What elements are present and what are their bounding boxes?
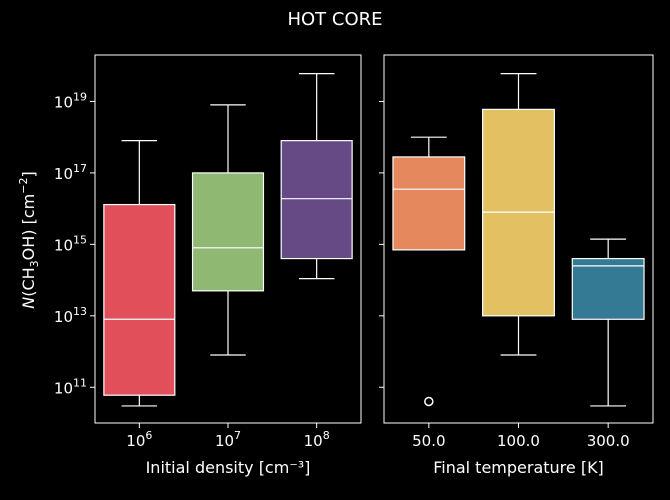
box-0-2 — [280, 140, 353, 260]
y-tick-label-base-3: 10 — [54, 165, 73, 183]
x-tick-label-base-0-2: 10 — [304, 432, 323, 450]
x-tick-label-exp-0-2: 8 — [323, 429, 330, 442]
x-tick-label-base-0-0: 10 — [126, 432, 145, 450]
x-tick-label-base-0-1: 10 — [215, 432, 234, 450]
y-axis-label-body: (CH — [19, 267, 38, 296]
y-axis-label: N(CH3OH) [cm−2] — [17, 171, 41, 308]
panel-final-temperature: 50.0 100.0 300.0 Final temperature [K] — [379, 54, 654, 477]
y-axis-label-end: ] — [19, 171, 38, 177]
y-tick-label-exp-1: 13 — [73, 305, 87, 318]
x-tick-label-exp-0-0: 6 — [145, 429, 152, 442]
x-tick-label-1-0: 50.0 — [412, 432, 445, 450]
x-tick-label-1-2: 300.0 — [587, 432, 630, 450]
box-1-0 — [392, 156, 466, 251]
x-tick-label-exp-0-1: 7 — [234, 429, 241, 442]
x-tick-label-0-1: 107 — [215, 429, 241, 450]
x-axis-label-0: Initial density [cm⁻³] — [146, 458, 311, 477]
x-axis-label-1: Final temperature [K] — [433, 458, 604, 477]
y-tick-label-exp-3: 17 — [73, 162, 87, 175]
x-tick-label-1-1: 100.0 — [497, 432, 540, 450]
y-tick-label-3: 1017 — [54, 162, 87, 183]
y-axis-label-mid: OH) [cm — [19, 194, 38, 261]
box-0-1 — [191, 172, 265, 292]
y-tick-label-base-4: 10 — [54, 93, 73, 111]
y-tick-label-base-0: 10 — [54, 379, 73, 397]
y-tick-label-4: 1019 — [54, 90, 87, 111]
y-tick-label-1: 1013 — [54, 305, 87, 326]
y-tick-label-exp-0: 11 — [73, 376, 87, 389]
y-axis-label-prefix: N — [19, 297, 38, 309]
y-tick-label-exp-2: 15 — [73, 233, 87, 246]
chart-title: HOT CORE — [287, 9, 382, 30]
y-tick-label-2: 1015 — [54, 233, 87, 254]
y-tick-label-exp-4: 19 — [73, 90, 87, 103]
y-axis-label-sup: −2 — [17, 178, 30, 194]
y-tick-label-base-2: 10 — [54, 236, 73, 254]
x-tick-label-0-2: 108 — [304, 429, 330, 450]
y-axis-label-sub: 3 — [28, 260, 41, 267]
x-tick-label-0-0: 106 — [126, 429, 152, 450]
box-0-0 — [103, 203, 176, 396]
box-1-2 — [571, 257, 645, 320]
y-tick-label-base-1: 10 — [54, 308, 73, 326]
y-tick-label-0: 1011 — [54, 376, 87, 397]
outlier-1-0-0 — [424, 396, 434, 407]
